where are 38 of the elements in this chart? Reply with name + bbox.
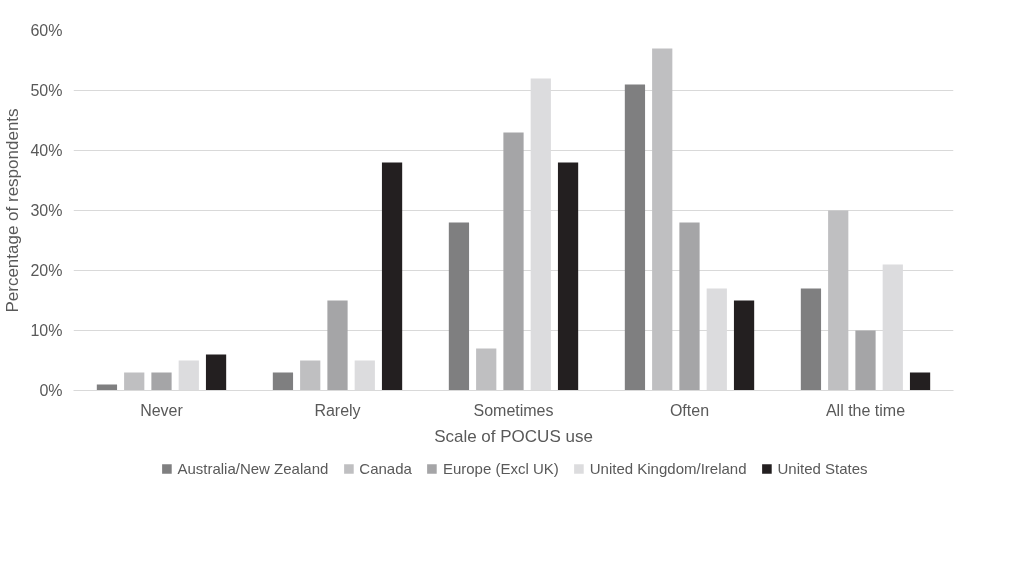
bar <box>448 222 470 391</box>
bar <box>557 162 579 391</box>
legend-label: Canada <box>359 459 412 477</box>
bar <box>652 48 673 391</box>
y-tick-label: 40% <box>30 142 63 159</box>
y-tick-label: 50% <box>30 82 63 99</box>
legend-label: Europe (Excl UK) <box>442 459 559 477</box>
bar <box>855 330 876 391</box>
bar <box>503 132 524 391</box>
legend-label: United Kingdom/Ireland <box>589 459 747 477</box>
legend-label: Australia/New Zealand <box>177 459 329 477</box>
bar <box>124 372 145 391</box>
x-tick-label: All the time <box>825 401 906 419</box>
y-tick-label: 20% <box>30 262 63 279</box>
y-tick-label: 0% <box>39 382 63 399</box>
x-tick-label: Often <box>669 401 710 419</box>
bar <box>800 288 822 391</box>
bar <box>327 300 348 391</box>
x-tick-label: Sometimes <box>473 401 554 419</box>
y-tick-label: 10% <box>30 322 63 339</box>
bar <box>828 210 849 391</box>
bar <box>151 372 172 391</box>
x-tick-label: Never <box>140 401 184 419</box>
bar <box>733 300 755 391</box>
bar <box>300 360 321 391</box>
legend-label: United States <box>777 459 868 477</box>
x-axis-title: Scale of POCUS use <box>434 426 593 446</box>
y-axis-title: Percentage of respondents <box>3 108 23 313</box>
y-tick-label: 30% <box>30 202 63 219</box>
bar <box>205 354 227 391</box>
y-tick-label: 60% <box>30 22 63 39</box>
x-tick-label: Rarely <box>314 401 361 419</box>
bar <box>476 348 497 391</box>
bar <box>272 372 294 391</box>
bar <box>381 162 403 391</box>
bar <box>624 84 646 391</box>
bar <box>909 372 931 391</box>
bar <box>679 222 700 391</box>
